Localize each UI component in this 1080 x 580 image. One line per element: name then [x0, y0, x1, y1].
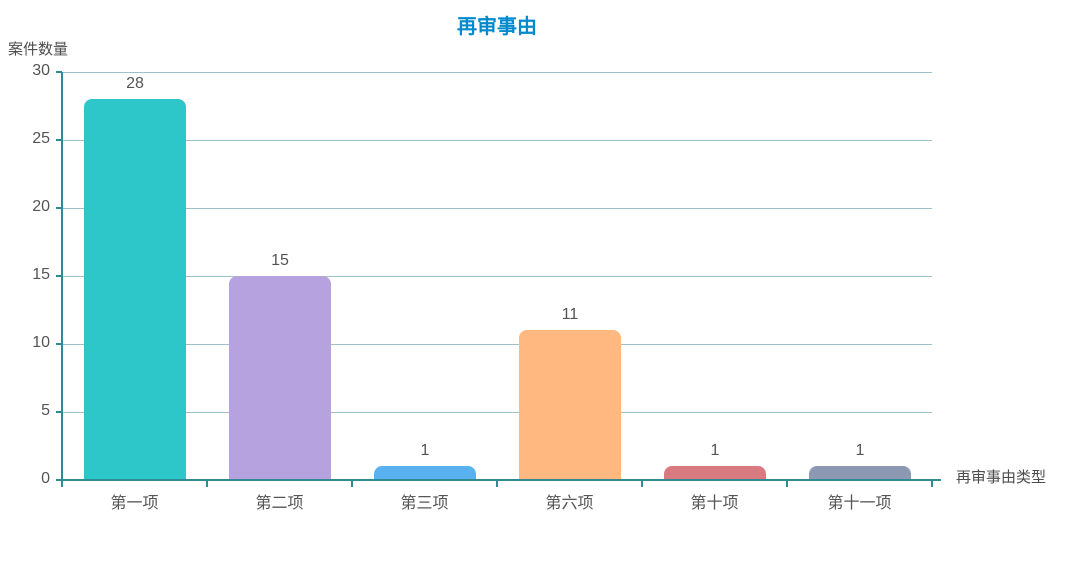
gridline	[62, 71, 932, 73]
bar-value-label: 1	[710, 442, 720, 459]
y-tick-label: 0	[41, 470, 50, 487]
y-axis-tick	[56, 275, 62, 277]
bar[interactable]	[229, 276, 331, 479]
gridline	[62, 343, 932, 345]
x-axis-tick	[351, 480, 353, 487]
y-tick-label: 20	[32, 198, 50, 215]
x-axis-tick	[786, 480, 788, 487]
gridline	[62, 207, 932, 209]
x-category-label: 第二项	[255, 495, 304, 512]
y-tick-label: 15	[32, 266, 50, 283]
y-tick-label: 5	[41, 402, 50, 419]
bar[interactable]	[374, 466, 476, 479]
bar[interactable]	[664, 466, 766, 479]
chart-title: 再审事由	[457, 16, 537, 38]
y-axis-name: 案件数量	[8, 41, 69, 58]
x-category-label: 第六项	[545, 495, 594, 512]
x-axis-tick	[496, 480, 498, 487]
bar[interactable]	[519, 330, 621, 479]
y-axis-tick	[56, 343, 62, 345]
bar-value-label: 11	[561, 306, 579, 323]
x-category-label: 第三项	[400, 495, 449, 512]
x-category-label: 第十项	[690, 495, 739, 512]
x-category-label: 第十一项	[827, 495, 892, 512]
bar[interactable]	[84, 99, 186, 479]
gridline	[62, 411, 932, 413]
y-tick-label: 25	[32, 130, 50, 147]
bar-value-label: 1	[855, 442, 865, 459]
x-axis-line	[61, 479, 941, 481]
y-axis-tick	[56, 207, 62, 209]
y-axis-tick	[56, 139, 62, 141]
x-axis-tick	[61, 480, 63, 487]
y-tick-label: 30	[32, 62, 50, 79]
y-axis-tick	[56, 71, 62, 73]
x-category-label: 第一项	[110, 495, 159, 512]
y-axis-tick	[56, 411, 62, 413]
y-axis-tick	[56, 479, 62, 481]
bar-value-label: 28	[126, 75, 144, 92]
bar[interactable]	[809, 466, 911, 479]
gridline	[62, 275, 932, 277]
x-axis-name: 再审事由类型	[956, 469, 1047, 486]
gridline	[62, 139, 932, 141]
y-tick-label: 10	[32, 334, 50, 351]
x-axis-tick	[641, 480, 643, 487]
bar-value-label: 1	[420, 442, 430, 459]
y-axis-line	[61, 72, 63, 482]
bar-value-label: 15	[271, 252, 289, 269]
x-axis-tick	[206, 480, 208, 487]
x-axis-tick	[931, 480, 933, 487]
